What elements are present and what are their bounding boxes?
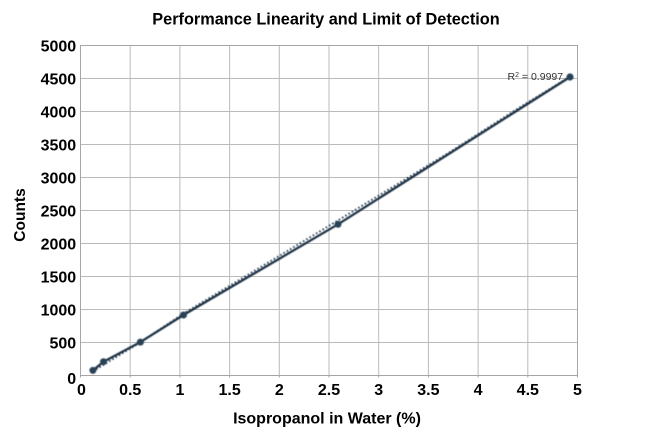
svg-text:2: 2 xyxy=(275,382,284,399)
svg-text:5000: 5000 xyxy=(41,38,77,55)
svg-text:4500: 4500 xyxy=(41,71,77,88)
svg-text:1500: 1500 xyxy=(41,269,77,286)
svg-text:3500: 3500 xyxy=(41,137,77,154)
svg-text:1.5: 1.5 xyxy=(218,382,240,399)
svg-text:3.5: 3.5 xyxy=(417,382,439,399)
svg-text:4.5: 4.5 xyxy=(517,382,539,399)
svg-text:4: 4 xyxy=(474,382,483,399)
svg-text:1: 1 xyxy=(175,382,184,399)
svg-text:0: 0 xyxy=(67,371,76,388)
svg-text:5: 5 xyxy=(573,382,582,399)
svg-text:Isopropanol in Water (%): Isopropanol in Water (%) xyxy=(233,411,421,428)
svg-text:2.5: 2.5 xyxy=(318,382,340,399)
svg-text:500: 500 xyxy=(49,335,76,352)
svg-text:R2 = 0.9997: R2 = 0.9997 xyxy=(508,71,564,83)
svg-text:2000: 2000 xyxy=(41,236,77,253)
svg-text:Performance Linearity and Limi: Performance Linearity and Limit of Detec… xyxy=(152,11,499,29)
svg-text:0.5: 0.5 xyxy=(119,382,141,399)
svg-text:0: 0 xyxy=(77,382,86,399)
svg-text:Counts: Counts xyxy=(12,188,29,241)
svg-text:3: 3 xyxy=(374,382,383,399)
svg-text:2500: 2500 xyxy=(41,203,77,220)
svg-text:3000: 3000 xyxy=(41,170,77,187)
svg-text:4000: 4000 xyxy=(41,104,77,121)
svg-text:1000: 1000 xyxy=(41,302,77,319)
